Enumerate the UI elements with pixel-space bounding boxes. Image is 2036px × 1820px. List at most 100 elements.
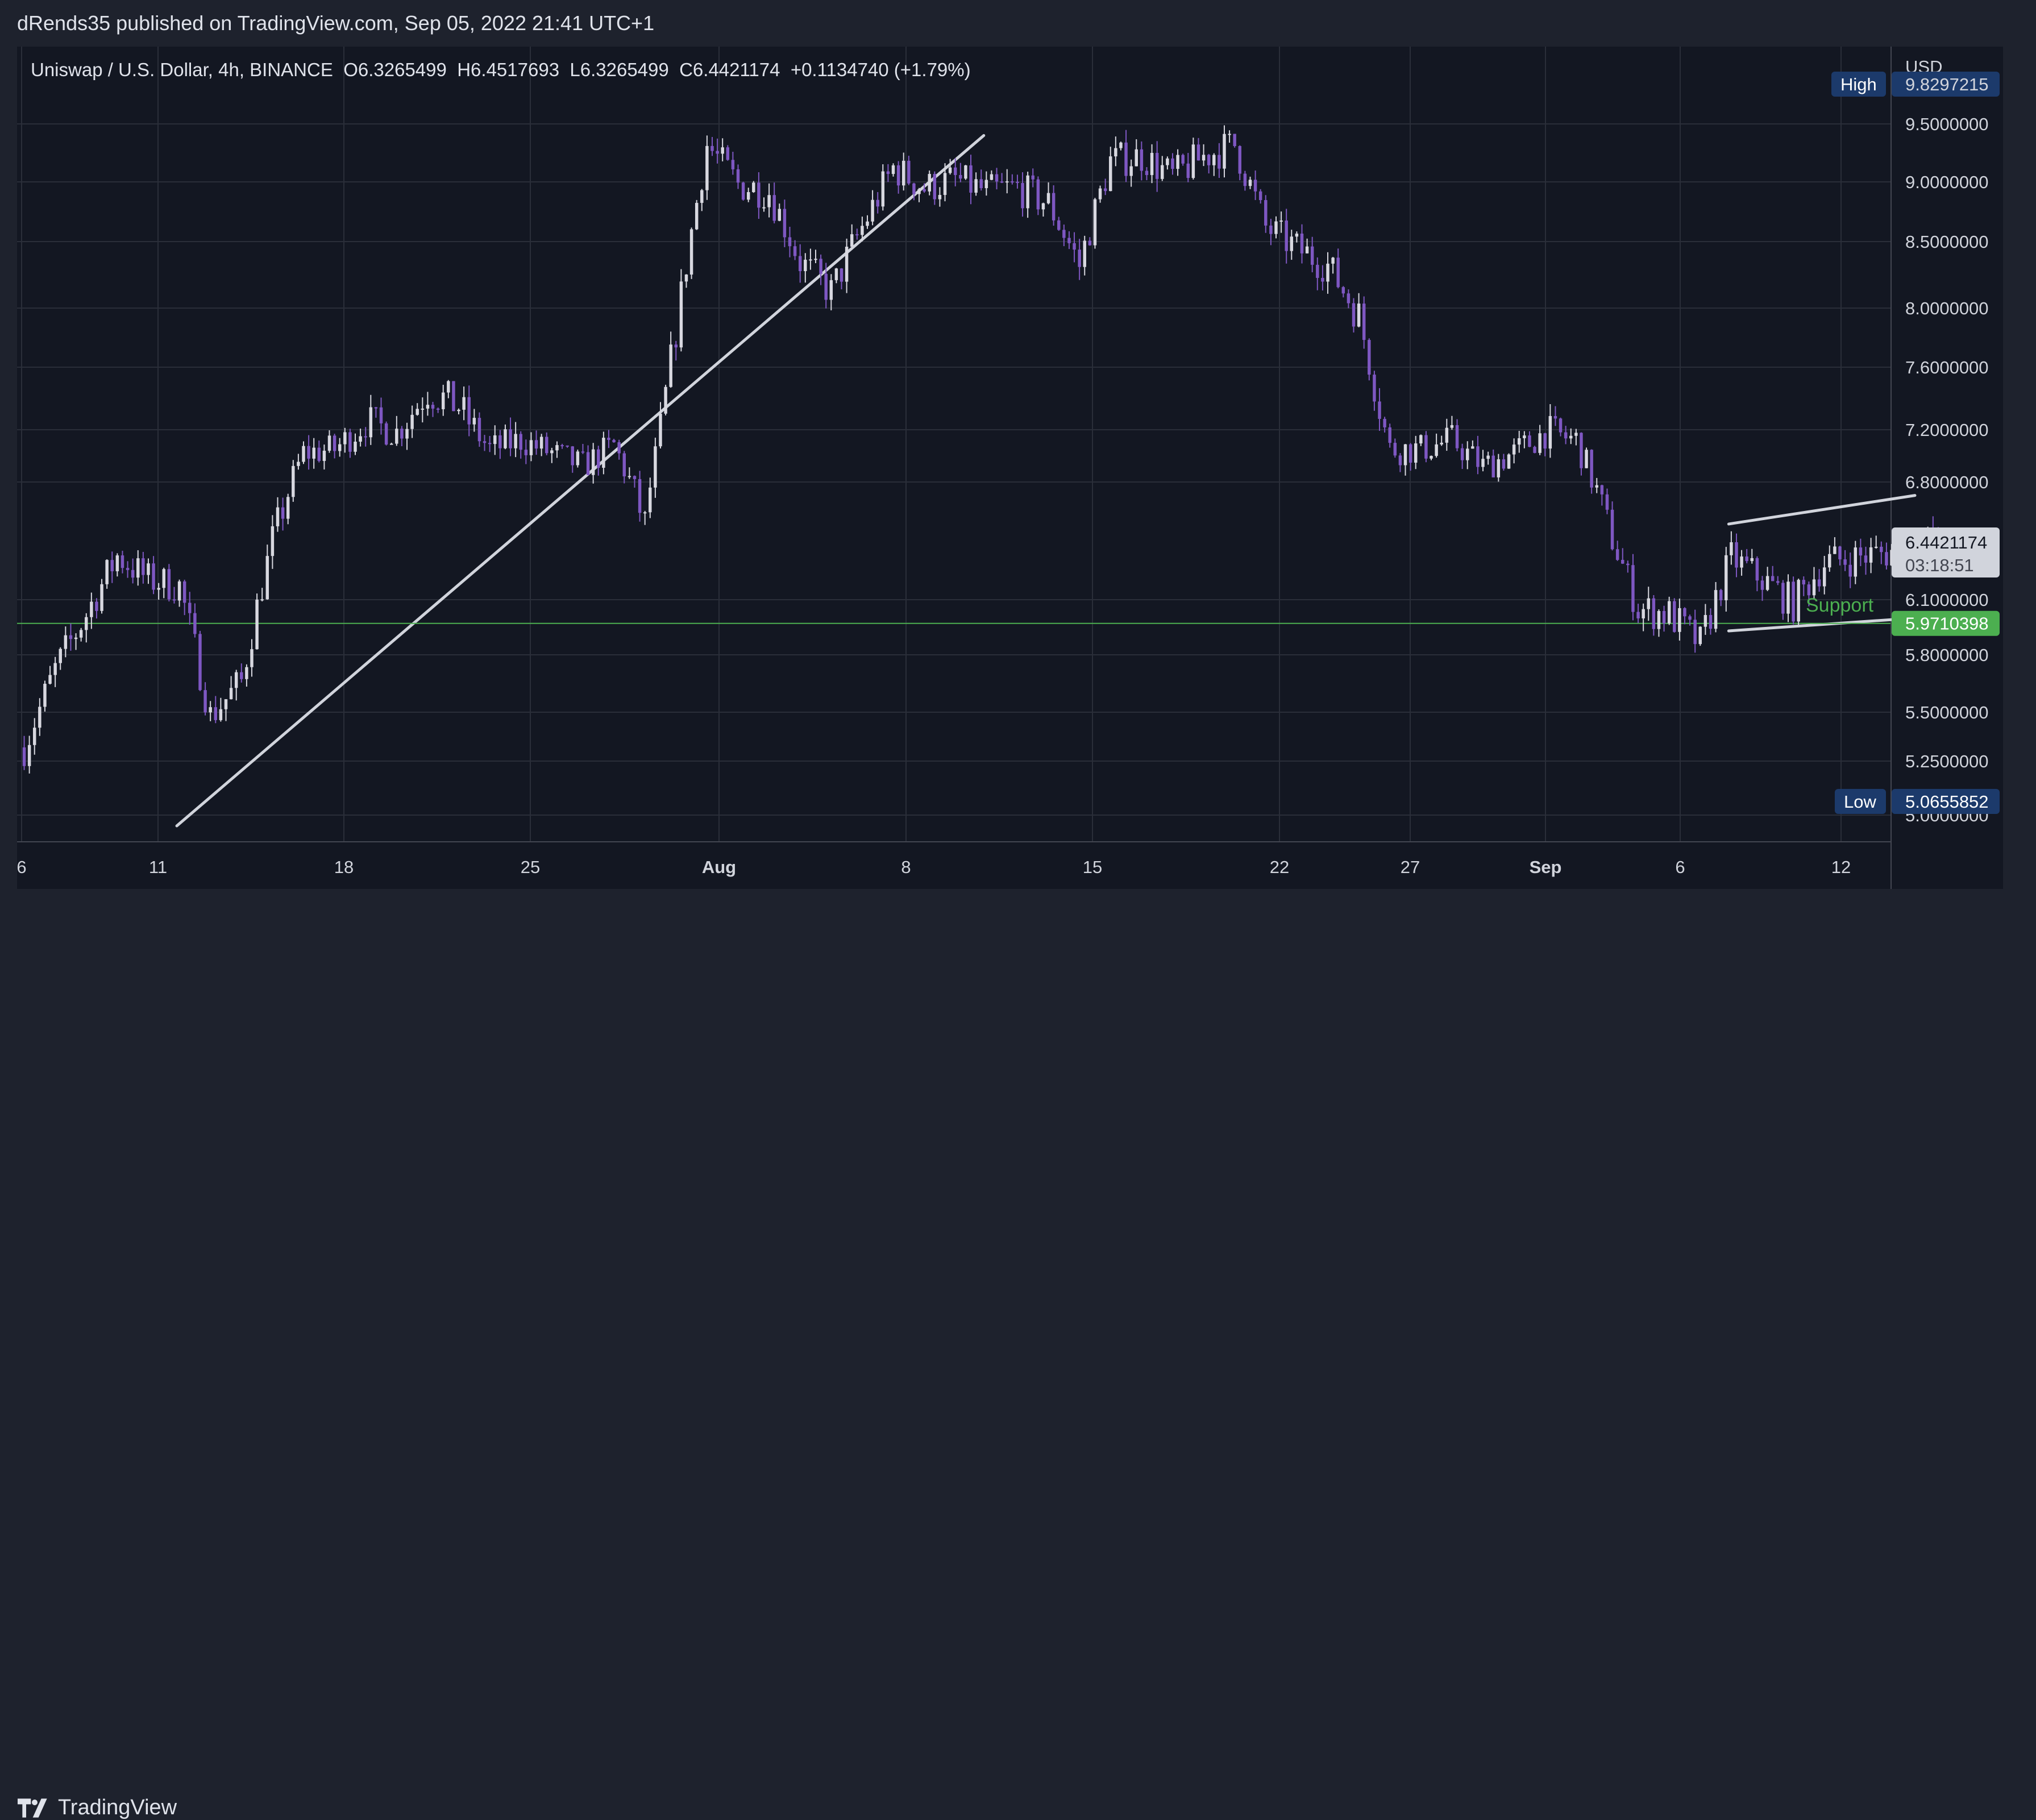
candle-29 <box>172 587 176 604</box>
time-axis[interactable] <box>17 841 1890 890</box>
candle-body-280 <box>1471 446 1474 449</box>
candle-18 <box>115 553 119 577</box>
candle-body-228 <box>1202 155 1206 161</box>
candle-body-134 <box>716 151 719 154</box>
candle-body-305 <box>1600 485 1604 495</box>
candle-93 <box>504 424 507 450</box>
candle-352 <box>1843 550 1847 571</box>
candle-334 <box>1750 549 1754 564</box>
candle-body-209 <box>1103 188 1107 192</box>
candle-278 <box>1460 443 1464 469</box>
candle-107 <box>576 450 580 468</box>
grid-lines <box>17 47 1890 841</box>
candle-body-279 <box>1466 448 1469 460</box>
candle-body-217 <box>1145 171 1149 175</box>
candle-body-67 <box>369 407 373 438</box>
candle-body-129 <box>689 229 693 275</box>
candle-body-169 <box>896 165 900 186</box>
candle-232 <box>1223 125 1226 178</box>
candle-body-100 <box>539 437 543 449</box>
candle-body-61 <box>338 444 342 451</box>
candle-body-16 <box>105 560 109 584</box>
candle-257 <box>1352 298 1356 333</box>
candle-291 <box>1528 431 1531 447</box>
candle-50 <box>281 497 285 531</box>
candle-body-84 <box>457 409 460 412</box>
candle-body-146 <box>778 209 782 221</box>
candle-body-245 <box>1290 236 1294 251</box>
candle-138 <box>736 164 740 189</box>
candle-319 <box>1673 598 1676 633</box>
candle-252 <box>1326 252 1329 294</box>
candle-216 <box>1140 141 1144 181</box>
candle-225 <box>1186 153 1190 182</box>
candle-141 <box>752 181 755 193</box>
candle-54 <box>302 441 305 464</box>
candle-8 <box>64 626 68 658</box>
candle-body-263 <box>1383 418 1386 427</box>
countdown-value: 03:18:51 <box>1905 555 1974 575</box>
candle-153 <box>814 250 817 263</box>
candle-body-62 <box>343 432 347 444</box>
candle-224 <box>1181 153 1185 166</box>
candle-177 <box>938 187 942 207</box>
candle-body-244 <box>1285 220 1288 251</box>
candle-37 <box>214 696 218 724</box>
candle-280 <box>1471 440 1474 449</box>
candle-296 <box>1553 406 1557 426</box>
candle-body-32 <box>188 602 192 613</box>
candle-250 <box>1316 257 1319 290</box>
chart-pane[interactable] <box>17 47 1890 889</box>
candle-body-309 <box>1621 560 1624 564</box>
high-label-badge-text: High <box>1840 74 1877 94</box>
candle-59 <box>327 430 331 453</box>
candle-body-51 <box>286 497 290 519</box>
candle-209 <box>1103 178 1107 196</box>
candle-324 <box>1698 626 1702 646</box>
candle-46 <box>260 588 264 602</box>
candle-body-124 <box>664 387 667 414</box>
candle-body-18 <box>115 555 119 572</box>
candle-body-219 <box>1155 153 1159 179</box>
price-axis[interactable] <box>1890 47 2003 889</box>
candle-body-144 <box>767 195 771 207</box>
candle-body-343 <box>1797 580 1800 622</box>
candle-301 <box>1580 432 1583 476</box>
candle-171 <box>907 156 911 185</box>
candle-265 <box>1393 438 1397 458</box>
candle-253 <box>1331 257 1335 274</box>
candle-body-242 <box>1274 221 1278 234</box>
candle-344 <box>1802 576 1806 596</box>
candlestick-chart[interactable]: 9.5000000 9.0000000 8.5000000 8.0000000 7.60… <box>0 0 2036 950</box>
candle-body-224 <box>1181 155 1185 164</box>
tradingview-logo[interactable]: TradingView <box>17 1796 177 1820</box>
candle-body-326 <box>1709 615 1713 629</box>
candle-157 <box>834 268 838 284</box>
tradingview-logo-icon <box>18 1798 47 1818</box>
candle-body-52 <box>292 466 295 497</box>
candle-174 <box>923 183 926 193</box>
candle-body-292 <box>1533 447 1536 453</box>
candle-body-4 <box>43 683 47 707</box>
candle-body-283 <box>1486 455 1490 459</box>
candle-body-36 <box>209 707 212 713</box>
candle-311 <box>1631 554 1635 621</box>
candle-body-332 <box>1740 556 1743 568</box>
candle-body-19 <box>121 555 124 568</box>
candle-body-295 <box>1548 415 1552 449</box>
candle-305 <box>1600 484 1604 506</box>
candle-body-265 <box>1393 443 1397 456</box>
candle-69 <box>379 397 383 435</box>
candle-152 <box>809 248 812 270</box>
candle-body-313 <box>1642 609 1645 618</box>
date-tick-5: 8 <box>901 857 911 877</box>
candle-body-161 <box>855 234 859 236</box>
candle-164 <box>871 190 874 226</box>
candle-body-348 <box>1822 567 1826 587</box>
candle-263 <box>1383 417 1386 433</box>
candle-53 <box>297 454 300 470</box>
candle-body-59 <box>327 435 331 451</box>
candle-body-115 <box>617 442 621 454</box>
candle-body-39 <box>224 699 228 709</box>
candle-196 <box>1036 176 1040 215</box>
